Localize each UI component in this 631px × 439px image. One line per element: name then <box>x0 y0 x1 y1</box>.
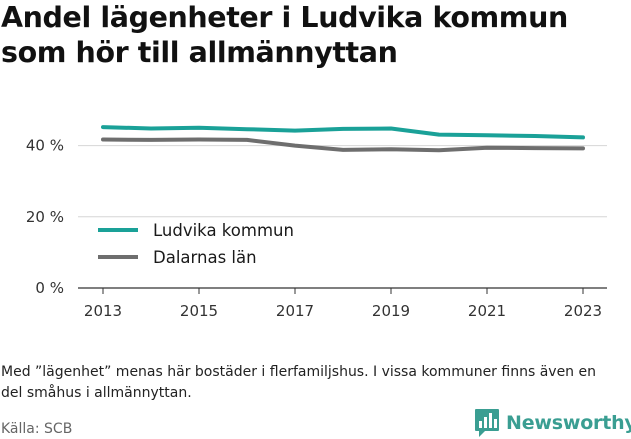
x-tick-label: 2019 <box>372 302 410 320</box>
legend-label: Dalarnas län <box>153 248 257 267</box>
footnote: Med ”lägenhet” menas här bostäder i fler… <box>1 364 596 401</box>
brand-name: Newsworthy <box>506 412 631 434</box>
y-tick-label: 40 % <box>26 137 64 155</box>
x-tick-label: 2017 <box>276 302 314 320</box>
x-tick-label: 2023 <box>564 302 602 320</box>
y-tick-label: 0 % <box>35 279 64 297</box>
chart-title: Andel lägenheter i Ludvika kommun som hö… <box>1 1 568 69</box>
series-line-ludvika-kommun <box>101 125 585 140</box>
y-tick-label: 20 % <box>26 208 64 226</box>
newsworthy-icon <box>475 409 499 437</box>
x-tick-label: 2013 <box>84 302 122 320</box>
x-tick-label: 2015 <box>180 302 218 320</box>
newsworthy-logo: Newsworthy <box>474 408 631 438</box>
legend-label: Ludvika kommun <box>153 221 294 240</box>
x-tick-label: 2021 <box>468 302 506 320</box>
line-chart: 0 % 20 % 40 % 2013 2015 2017 2019 2021 2023 Ludv… <box>26 125 607 320</box>
source-label: Källa: SCB <box>1 421 73 437</box>
series-line-dalarnas-ln <box>101 137 585 153</box>
